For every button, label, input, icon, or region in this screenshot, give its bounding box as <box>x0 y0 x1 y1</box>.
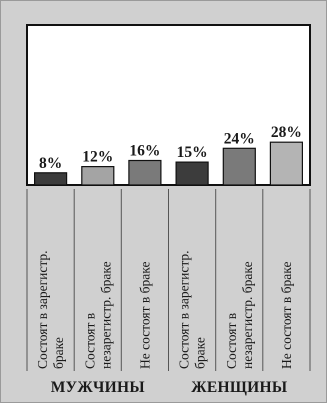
group-label-1: МУЖЧИНЫ <box>51 379 145 396</box>
bar-4 <box>175 161 209 186</box>
bar-5 <box>222 147 256 186</box>
bar-value-label-2: 12% <box>82 149 113 166</box>
bar-6 <box>269 141 303 186</box>
bar-value-label-3: 16% <box>129 143 160 160</box>
bar-1 <box>33 172 68 186</box>
bar-value-label-1: 8% <box>39 155 62 172</box>
plot-area <box>26 24 311 186</box>
category-label-6: Не состоят в браке <box>279 262 294 369</box>
group-label-2: ЖЕНЩИНЫ <box>191 379 287 396</box>
category-label-5: Состоят внезарегистр. браке <box>224 261 255 369</box>
category-label-3: Не состоят в браке <box>137 262 152 369</box>
bar-3 <box>128 159 162 186</box>
bar-value-label-5: 24% <box>224 130 255 147</box>
category-label-2: Состоят внезарегистр. браке <box>82 261 113 369</box>
bar-value-label-4: 15% <box>177 144 208 161</box>
bar-value-label-6: 28% <box>271 124 302 141</box>
bar-2 <box>81 166 115 186</box>
category-label-4: Состоят в зарегистр.браке <box>177 250 208 369</box>
category-label-1: Состоят в зарегистр.браке <box>35 250 66 369</box>
